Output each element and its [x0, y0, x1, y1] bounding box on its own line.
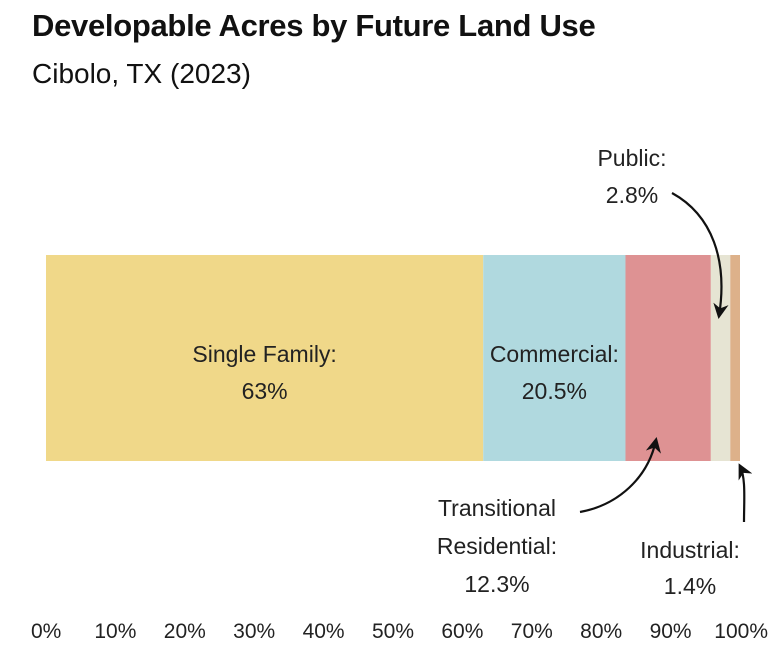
chart-title: Developable Acres by Future Land Use: [32, 8, 596, 43]
data-labels: Single Family: 63% Commercial: 20.5% Transit…: [192, 145, 739, 599]
callout-arrows: [579, 192, 753, 523]
bar-segment-commercial: [483, 255, 626, 461]
callout-arrow-public: [671, 192, 729, 320]
x-tick-label: 0%: [31, 620, 61, 643]
x-tick-label: 60%: [441, 620, 483, 643]
x-tick-label: 20%: [164, 620, 206, 643]
data-label-commercial: Commercial: 20.5%: [490, 341, 619, 404]
x-tick-label: 40%: [303, 620, 345, 643]
callout-arrow-transitional-residential: [579, 436, 661, 514]
data-label-single-family: Single Family: 63%: [192, 341, 336, 404]
bar-segment-industrial: [730, 255, 740, 461]
callout-arrow-industrial: [738, 463, 753, 523]
x-tick-label: 90%: [650, 620, 692, 643]
x-tick-label: 80%: [580, 620, 622, 643]
x-tick-label: 50%: [372, 620, 414, 643]
x-tick-label: 100%: [714, 620, 768, 643]
data-label-industrial: Industrial: 1.4%: [640, 537, 740, 599]
x-tick-label: 70%: [511, 620, 553, 643]
x-axis-ticks: 0% 10% 20% 30% 40% 50% 60% 70% 80% 90% 100%: [31, 620, 768, 643]
chart-subtitle: Cibolo, TX (2023): [32, 58, 251, 89]
bar-segment-transitional-residential: [625, 255, 711, 461]
bar-segments: [46, 255, 740, 461]
data-label-public: Public: 2.8%: [597, 145, 666, 208]
x-tick-label: 10%: [94, 620, 136, 643]
bar-segment-single-family: [46, 255, 484, 461]
data-label-transitional-residential: Transitional Residential: 12.3%: [437, 495, 557, 597]
x-tick-label: 30%: [233, 620, 275, 643]
